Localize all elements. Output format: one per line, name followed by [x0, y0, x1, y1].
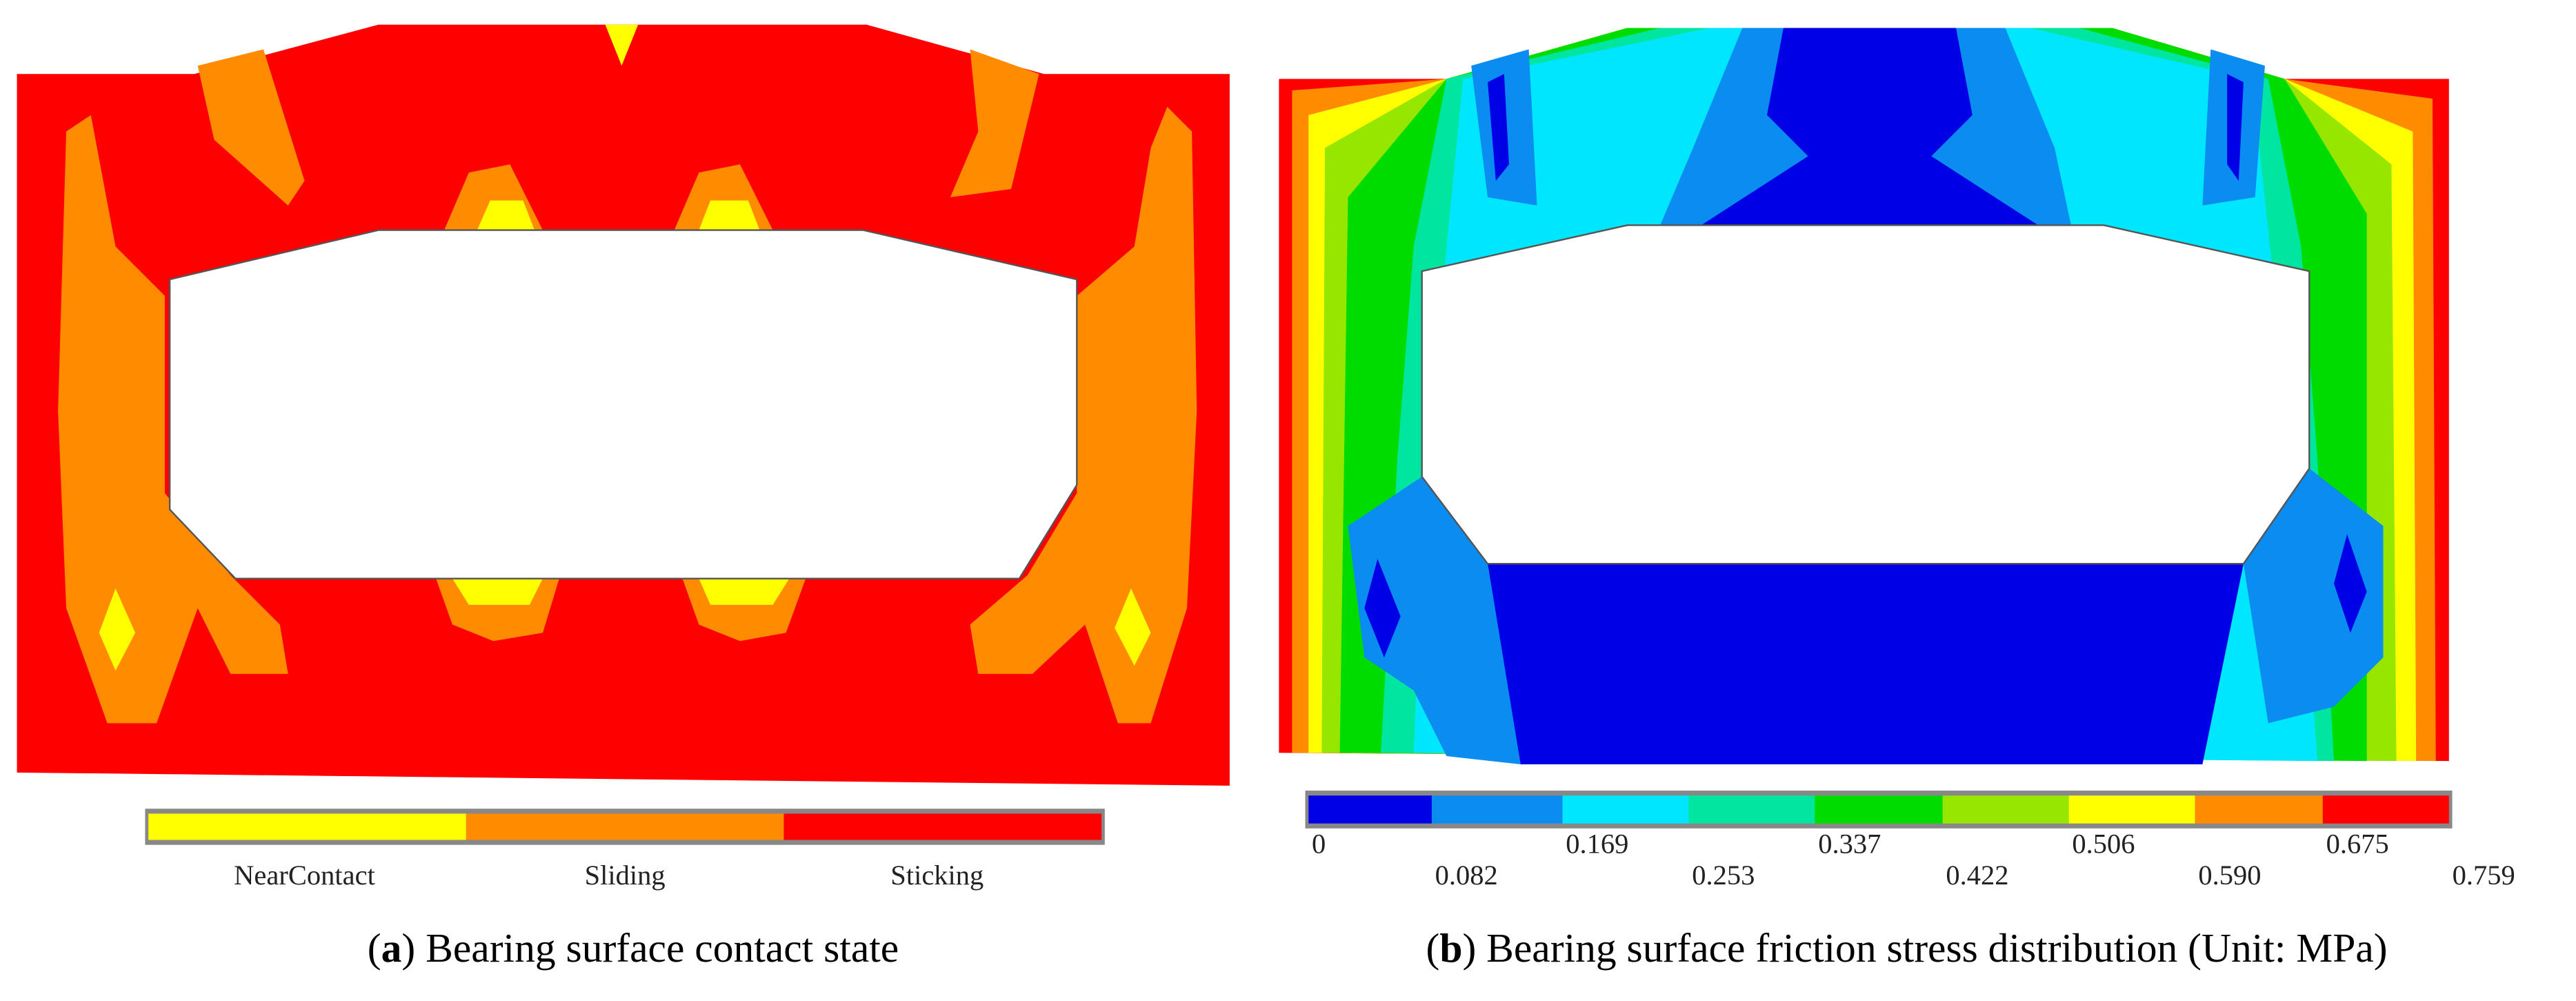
colorbar-tick-label: 0.590: [2198, 860, 2261, 891]
colorbar-segment: [1562, 795, 1689, 824]
friction-stress-map: [1279, 28, 2449, 764]
contact-state-map: [17, 24, 1230, 786]
panel-caption: (a) Bearing surface contact state: [368, 925, 899, 971]
legend: NearContact Sliding Sticking: [145, 809, 1105, 891]
legend-swatch: [466, 813, 784, 840]
colorbar: 0 0.082 0.169 0.253 0.337 0.422 0.506 0.590 0.67…: [1305, 791, 2515, 891]
colorbar-tick-label: 0.082: [1435, 860, 1498, 891]
legend-swatch: [148, 813, 466, 840]
colorbar-segment: [2322, 795, 2449, 824]
colorbar-tick-label: 0.675: [2326, 829, 2389, 860]
colorbar-tick-label: 0.169: [1566, 829, 1628, 860]
legend-label: Sliding: [585, 860, 666, 891]
caption-part: b: [1439, 925, 1462, 971]
legend-label: Sticking: [890, 860, 984, 891]
colorbar-segment: [1815, 795, 1943, 824]
caption-part: (: [1426, 925, 1439, 971]
colorbar-segment: [2195, 795, 2323, 824]
colorbar-segment: [1308, 795, 1432, 824]
colorbar-tick-label: 0.506: [2072, 829, 2135, 860]
caption-part: ) Bearing surface contact state: [401, 925, 899, 971]
caption-part: a: [381, 925, 402, 971]
caption-part: (: [368, 925, 381, 971]
colorbar-segment: [1942, 795, 2069, 824]
colorbar-tick-label: 0: [1312, 829, 1326, 860]
colorbar-tick-label: 0.422: [1946, 860, 2008, 891]
colorbar-segment: [1688, 795, 1815, 824]
panel-caption: (b) Bearing surface friction stress dist…: [1426, 925, 2387, 971]
legend-label: NearContact: [234, 860, 375, 891]
colorbar-tick-label: 0.759: [2453, 860, 2515, 891]
legend-swatch: [783, 813, 1102, 840]
colorbar-segment: [1431, 795, 1563, 824]
captions: (a) Bearing surface contact state (b) Bea…: [368, 925, 2388, 971]
colorbar-tick-label: 0.337: [1818, 829, 1881, 860]
colorbar-tick-label: 0.253: [1692, 860, 1755, 891]
colorbar-segment: [2068, 795, 2195, 824]
caption-part: ) Bearing surface friction stress distri…: [1462, 925, 2387, 971]
